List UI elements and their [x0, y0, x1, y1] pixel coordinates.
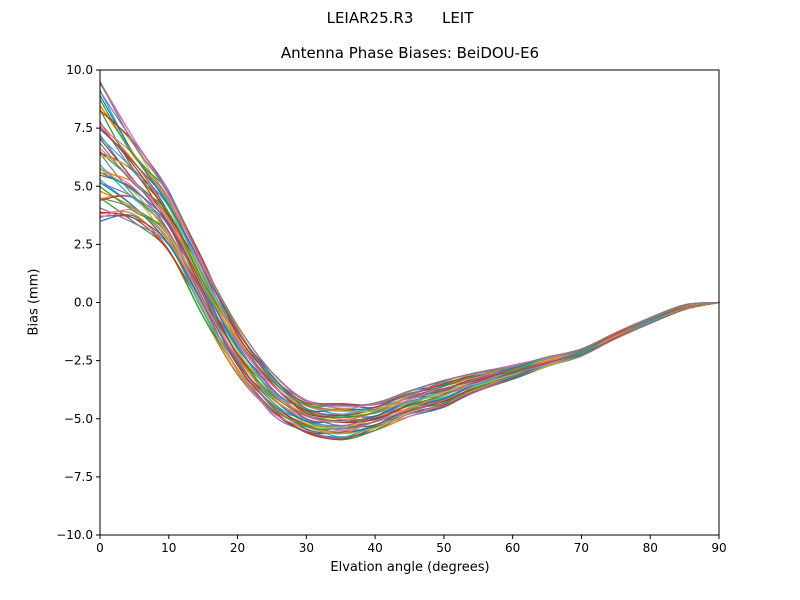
x-tick-label: 10	[161, 541, 176, 555]
y-tick-label: −5.0	[64, 412, 93, 426]
x-tick-label: 0	[96, 541, 104, 555]
figure-suptitle: LEIAR25.R3 LEIT	[326, 9, 474, 27]
y-tick-label: −2.5	[64, 354, 93, 368]
data-line	[100, 195, 720, 428]
data-line	[100, 80, 720, 407]
x-tick-label: 60	[505, 541, 520, 555]
y-tick-label: 0.0	[74, 296, 93, 310]
data-line	[100, 174, 720, 428]
x-tick-label: 30	[299, 541, 314, 555]
data-line	[100, 80, 720, 409]
x-tick-label: 40	[367, 541, 382, 555]
y-tick-label: 10.0	[66, 63, 93, 77]
y-tick-label: −7.5	[64, 470, 93, 484]
y-axis-label: Bias (mm)	[26, 268, 42, 336]
x-axis-label: Elvation angle (degrees)	[330, 560, 490, 575]
x-tick-label: 90	[711, 541, 726, 555]
y-tick-label: −10.0	[56, 528, 93, 542]
axes-frame	[99, 69, 720, 536]
x-tick-label: 20	[230, 541, 245, 555]
series-group	[100, 80, 720, 441]
x-tick-label: 70	[574, 541, 589, 555]
x-tick-label: 80	[643, 541, 658, 555]
x-tick-label: 50	[436, 541, 451, 555]
chart-title: Antenna Phase Biases: BeiDOU-E6	[280, 44, 540, 62]
y-tick-label: 5.0	[74, 179, 93, 193]
y-tick-label: 2.5	[74, 237, 93, 251]
data-line	[100, 168, 720, 429]
y-tick-label: 7.5	[74, 121, 93, 135]
